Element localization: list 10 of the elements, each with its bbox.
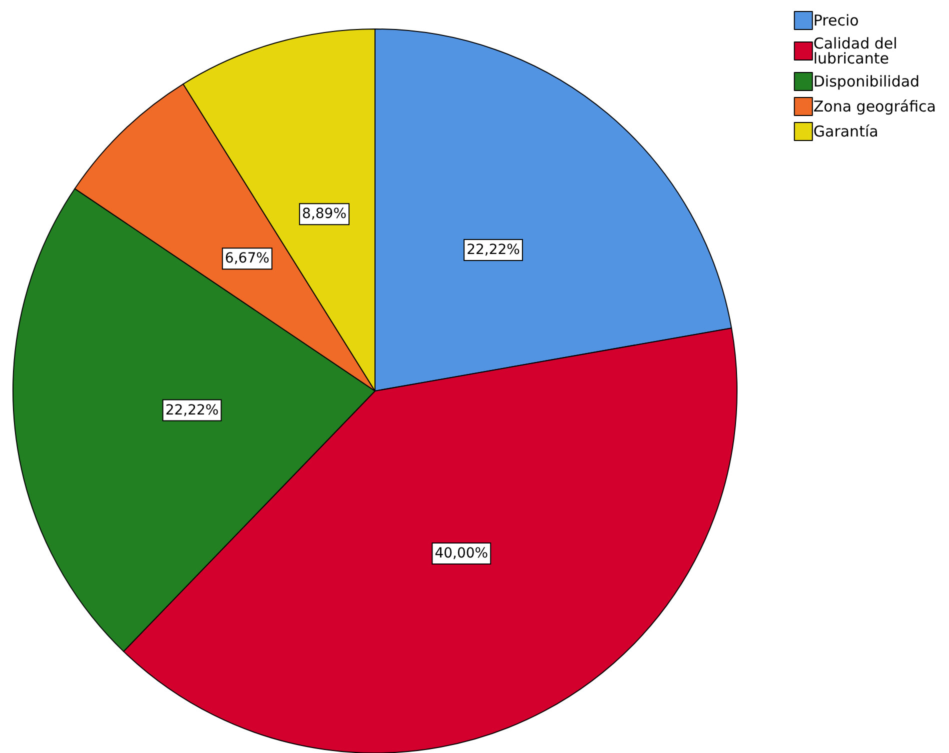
- legend-label: Calidad del lubricante: [813, 34, 902, 68]
- data-label: 22,22%: [165, 402, 219, 418]
- data-label: 8,89%: [302, 206, 347, 222]
- legend-label: Precio: [813, 12, 859, 30]
- data-label: 22,22%: [466, 242, 520, 258]
- legend-label: Garantía: [813, 122, 878, 140]
- legend-label: Disponibilidad: [813, 72, 920, 90]
- data-label: 6,67%: [224, 250, 270, 267]
- legend-label: Zona geográfica: [813, 98, 936, 116]
- data-label: 40,00%: [434, 545, 488, 562]
